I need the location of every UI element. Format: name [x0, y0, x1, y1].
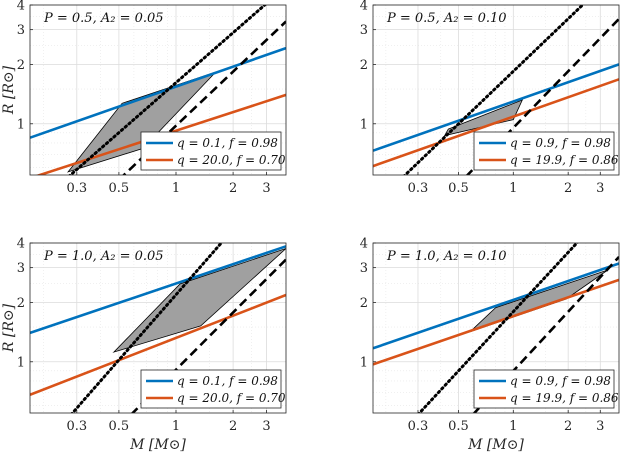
- series-line-solid-1: [373, 78, 619, 168]
- y-tick-label: 1: [360, 117, 368, 132]
- axes-box: [29, 242, 287, 414]
- legend-entry: q = 19.9, f = 0.86: [510, 391, 619, 405]
- x-tick-label: 0.3: [408, 181, 429, 196]
- x-tick-label: 1: [172, 419, 180, 434]
- x-tick-label: 1: [509, 181, 517, 196]
- series-line-solid-1: [30, 293, 286, 397]
- x-tick-label: 1: [509, 419, 517, 434]
- x-tick-label: 2: [229, 181, 237, 196]
- shaded-region: [112, 248, 286, 353]
- plot-content: [373, 5, 619, 175]
- y-tick-label: 3: [360, 261, 368, 276]
- panel-annotation: P = 0.5, A₂ = 0.10: [386, 11, 507, 26]
- x-tick-label: 2: [564, 181, 572, 196]
- y-tick-label: 2: [17, 296, 25, 311]
- y-tick-label: 4: [360, 0, 368, 14]
- series-line-solid-1: [373, 278, 619, 366]
- panel-annotation: P = 0.5, A₂ = 0.05: [43, 11, 164, 26]
- x-tick-label: 0.5: [109, 181, 130, 196]
- panel-4: 0.3 0.5 1 2 3 1 2 3 4 P = 1.0, A₂ = 0.10 q = 0.9, …: [360, 237, 620, 453]
- x-tick-label: 2: [229, 419, 237, 434]
- x-tick-label: 3: [262, 181, 270, 196]
- y-tick-label: 1: [17, 117, 25, 132]
- x-tick-label: 0.3: [66, 181, 87, 196]
- legend-entry: q = 19.9, f = 0.86: [510, 153, 619, 167]
- y-tick-label: 4: [360, 237, 368, 252]
- y-tick-label: 4: [17, 237, 25, 252]
- y-tick-label: 1: [17, 355, 25, 370]
- y-tick-label: 3: [17, 261, 25, 276]
- x-tick-label: 1: [172, 181, 180, 196]
- panel-1: 0.3 0.5 1 2 3 1 2 3 4 P = 0.5, A₂ = 0.05 q = 0.1, …: [1, 0, 287, 196]
- y-axis-label: R [R⊙]: [1, 303, 17, 353]
- x-axis-label: M [M⊙]: [129, 437, 186, 453]
- series-line-solid-0: [30, 245, 286, 335]
- legend-box: [140, 131, 282, 171]
- x-tick-label: 0.5: [448, 181, 469, 196]
- axes-box: [372, 242, 620, 414]
- panel-annotation: P = 1.0, A₂ = 0.10: [386, 249, 507, 264]
- series-line-dotted: [68, 5, 267, 175]
- y-tick-label: 2: [360, 296, 368, 311]
- legend-entry: q = 0.9, f = 0.98: [510, 136, 611, 150]
- x-tick-label: 3: [262, 419, 270, 434]
- x-tick-label: 2: [564, 419, 572, 434]
- panel-annotation: P = 1.0, A₂ = 0.05: [43, 249, 164, 264]
- x-tick-label: 0.5: [448, 419, 469, 434]
- series-line-dotted: [417, 243, 579, 413]
- panel-3: 0.3 0.5 1 2 3 1 2 3 4 P = 1.0, A₂ = 0.05 q = 0.1, …: [1, 237, 287, 453]
- legend-entry: q = 20.0, f = 0.70: [177, 153, 286, 167]
- y-tick-label: 3: [360, 23, 368, 38]
- series-line-dashed: [122, 20, 286, 175]
- series-line-dotted: [403, 5, 585, 175]
- y-tick-label: 2: [360, 58, 368, 73]
- legend-entry: q = 0.1, f = 0.98: [177, 136, 278, 150]
- y-tick-label: 4: [17, 0, 25, 14]
- x-tick-label: 0.3: [408, 419, 429, 434]
- plot-content: [30, 5, 286, 175]
- legend-box: [473, 131, 615, 171]
- y-tick-label: 2: [17, 58, 25, 73]
- y-axis-label: R [R⊙]: [1, 65, 17, 115]
- legend-entry: q = 20.0, f = 0.70: [177, 391, 286, 405]
- axes-box: [29, 4, 287, 176]
- legend-box: [473, 369, 615, 409]
- x-axis-label: M [M⊙]: [467, 437, 524, 453]
- legend-entry: q = 0.9, f = 0.98: [510, 374, 611, 388]
- series-line-dotted: [70, 243, 224, 413]
- legend-entry: q = 0.1, f = 0.98: [177, 374, 278, 388]
- series-line-solid-0: [373, 262, 619, 350]
- x-tick-label: 0.5: [109, 419, 130, 434]
- panel-2: 0.3 0.5 1 2 3 1 2 3 4 P = 0.5, A₂ = 0.10 q = 0.9, …: [360, 0, 620, 196]
- y-tick-label: 1: [360, 355, 368, 370]
- legend-box: [140, 369, 282, 409]
- y-tick-label: 3: [17, 23, 25, 38]
- x-tick-label: 3: [596, 181, 604, 196]
- x-tick-label: 3: [596, 419, 604, 434]
- series-line-solid-0: [373, 63, 619, 152]
- axes-box: [372, 4, 620, 176]
- x-tick-label: 0.3: [66, 419, 87, 434]
